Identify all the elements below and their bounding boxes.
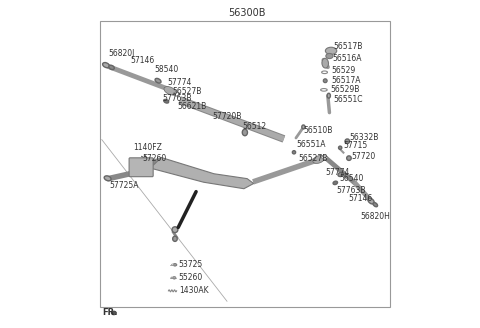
Text: 55260: 55260 (179, 273, 203, 282)
Ellipse shape (338, 172, 344, 176)
Text: 56820J: 56820J (108, 49, 135, 58)
Text: FR.: FR. (102, 308, 117, 318)
Text: 53725: 53725 (179, 260, 203, 269)
Text: 58540: 58540 (155, 65, 179, 73)
Ellipse shape (164, 87, 176, 95)
Text: 1430AK: 1430AK (179, 286, 208, 295)
Ellipse shape (321, 89, 327, 91)
Ellipse shape (345, 139, 349, 144)
Ellipse shape (322, 71, 327, 73)
Ellipse shape (373, 203, 378, 207)
Ellipse shape (338, 146, 342, 149)
Text: 57146: 57146 (348, 194, 372, 203)
Ellipse shape (164, 99, 168, 103)
Ellipse shape (368, 198, 374, 204)
Ellipse shape (302, 125, 305, 129)
Ellipse shape (325, 47, 337, 54)
Text: 56300B: 56300B (228, 8, 265, 18)
Ellipse shape (327, 93, 330, 98)
FancyBboxPatch shape (129, 158, 153, 177)
Ellipse shape (322, 58, 328, 68)
Ellipse shape (326, 53, 333, 59)
Text: 57260: 57260 (143, 154, 167, 163)
Ellipse shape (173, 263, 177, 266)
Text: 1140FZ: 1140FZ (133, 143, 162, 152)
Ellipse shape (172, 227, 178, 233)
Text: 56510B: 56510B (304, 126, 333, 135)
Text: 56512: 56512 (242, 122, 266, 132)
Text: 57725A: 57725A (109, 181, 139, 190)
Text: 56551A: 56551A (296, 140, 325, 149)
Ellipse shape (171, 277, 173, 279)
Ellipse shape (323, 79, 327, 83)
Text: 57720B: 57720B (212, 112, 241, 121)
Text: 57720: 57720 (351, 152, 375, 161)
Ellipse shape (171, 264, 174, 266)
Text: 56529: 56529 (331, 66, 355, 75)
Ellipse shape (313, 155, 324, 163)
Text: 57715: 57715 (343, 141, 368, 150)
Ellipse shape (155, 78, 161, 83)
Text: 56551C: 56551C (334, 95, 363, 104)
Ellipse shape (104, 176, 111, 181)
Text: 57774: 57774 (325, 168, 349, 177)
Text: 56517A: 56517A (332, 75, 361, 85)
Text: 57146: 57146 (130, 56, 155, 65)
Polygon shape (150, 157, 253, 189)
Text: 56820H: 56820H (360, 212, 390, 220)
Ellipse shape (292, 151, 296, 154)
Text: 56332B: 56332B (349, 133, 379, 142)
Ellipse shape (242, 129, 248, 136)
Text: 56527B: 56527B (298, 154, 327, 163)
Text: 56516A: 56516A (333, 54, 362, 63)
Ellipse shape (109, 65, 114, 70)
Text: 56517B: 56517B (334, 42, 363, 51)
Ellipse shape (173, 236, 177, 241)
Text: 56527B: 56527B (172, 87, 202, 96)
Text: 56621B: 56621B (178, 102, 207, 111)
Ellipse shape (347, 156, 351, 160)
Ellipse shape (103, 63, 109, 68)
Text: 56529B: 56529B (330, 85, 360, 94)
Ellipse shape (173, 277, 176, 279)
Text: 57763B: 57763B (163, 94, 192, 103)
Ellipse shape (322, 156, 327, 159)
Text: 56540: 56540 (339, 174, 364, 183)
Ellipse shape (111, 311, 117, 315)
Bar (100, 21, 390, 307)
Ellipse shape (173, 92, 180, 96)
Text: 57763B: 57763B (336, 186, 366, 195)
Ellipse shape (333, 181, 337, 185)
Text: 57774: 57774 (167, 77, 192, 87)
